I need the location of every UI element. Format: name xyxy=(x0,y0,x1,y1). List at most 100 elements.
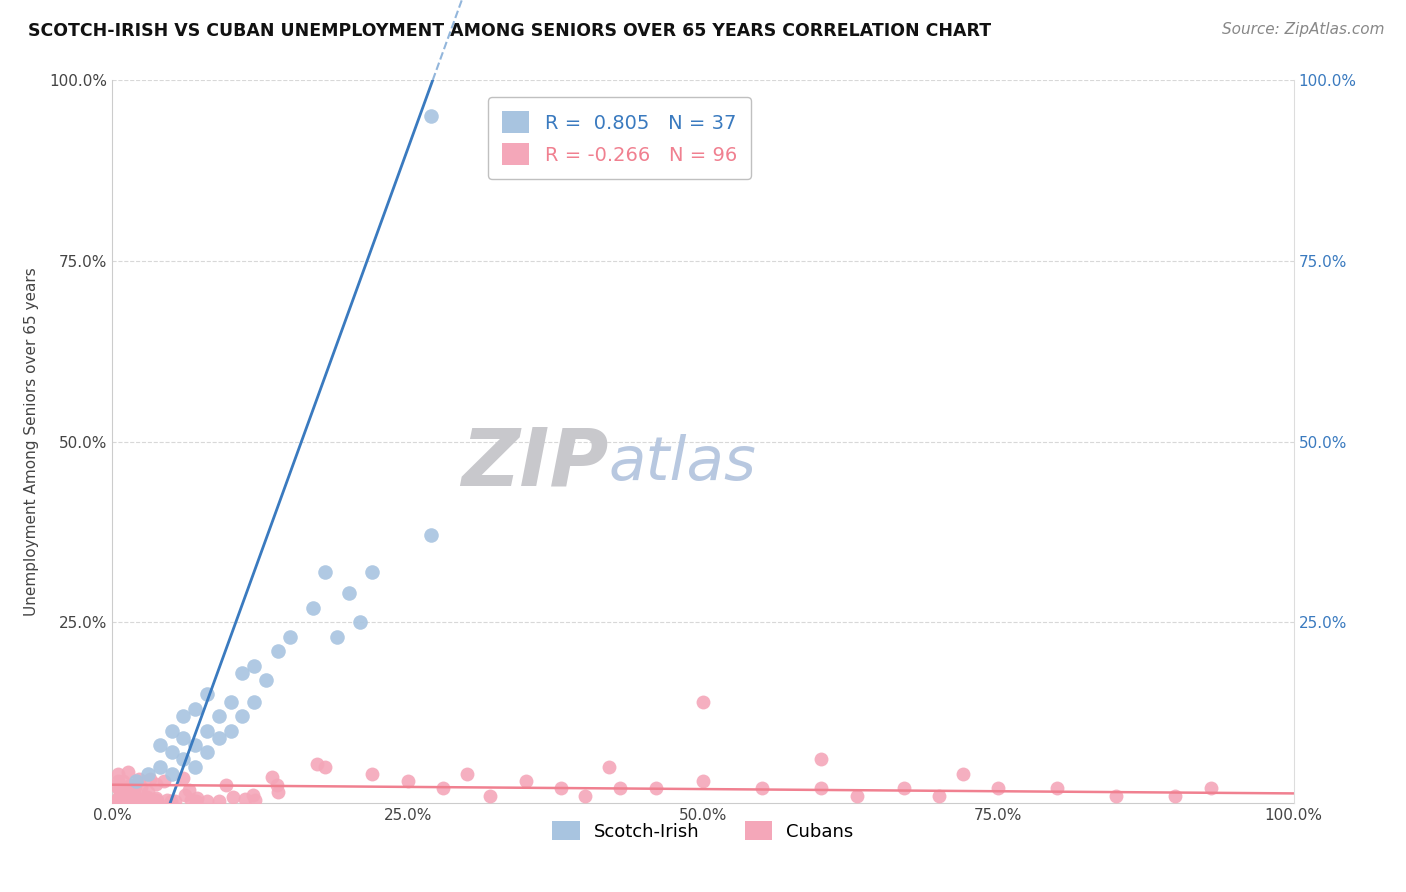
Legend: Scotch-Irish, Cubans: Scotch-Irish, Cubans xyxy=(546,814,860,848)
Point xyxy=(598,760,620,774)
Point xyxy=(195,723,218,738)
Point xyxy=(314,565,336,579)
Point xyxy=(125,789,148,804)
Point xyxy=(107,767,129,781)
Point xyxy=(254,673,277,687)
Point xyxy=(215,778,238,792)
Point xyxy=(149,760,172,774)
Point xyxy=(420,528,443,542)
Point xyxy=(692,695,714,709)
Point xyxy=(751,781,773,796)
Point xyxy=(145,791,167,805)
Text: ZIP: ZIP xyxy=(461,425,609,502)
Point xyxy=(172,731,194,745)
Point xyxy=(111,791,134,805)
Point xyxy=(124,780,146,794)
Point xyxy=(326,630,349,644)
Point xyxy=(396,774,419,789)
Point xyxy=(107,794,129,808)
Point xyxy=(1105,789,1128,803)
Point xyxy=(145,777,167,791)
Point xyxy=(118,790,141,805)
Point xyxy=(845,789,868,803)
Point xyxy=(928,789,950,803)
Point xyxy=(361,767,384,781)
Point xyxy=(120,788,142,802)
Point xyxy=(108,788,131,802)
Point xyxy=(118,789,141,803)
Point xyxy=(136,767,159,781)
Point xyxy=(242,788,264,802)
Point xyxy=(111,788,134,802)
Point xyxy=(172,752,194,766)
Point xyxy=(111,774,134,789)
Point xyxy=(184,702,207,716)
Point xyxy=(952,767,974,781)
Point xyxy=(139,772,162,786)
Point xyxy=(208,709,231,723)
Point xyxy=(118,781,141,796)
Point xyxy=(107,780,129,794)
Point xyxy=(349,615,371,630)
Point xyxy=(112,794,135,808)
Point xyxy=(118,780,141,795)
Point xyxy=(156,793,179,807)
Point xyxy=(260,770,283,784)
Point xyxy=(160,723,183,738)
Point xyxy=(122,787,145,801)
Point xyxy=(361,565,384,579)
Point xyxy=(160,745,183,759)
Point xyxy=(107,792,129,806)
Point xyxy=(107,780,129,795)
Point xyxy=(195,687,218,701)
Point xyxy=(267,785,290,799)
Point xyxy=(128,794,150,808)
Point xyxy=(117,793,139,807)
Point xyxy=(644,781,666,796)
Point xyxy=(128,772,150,786)
Point xyxy=(107,777,129,791)
Point xyxy=(145,793,167,807)
Point xyxy=(231,665,253,680)
Point xyxy=(208,794,231,808)
Point xyxy=(143,794,166,808)
Point xyxy=(177,782,200,797)
Point xyxy=(117,764,139,779)
Point xyxy=(267,644,290,658)
Point xyxy=(515,774,537,789)
Point xyxy=(111,791,134,805)
Point xyxy=(893,781,915,796)
Point xyxy=(1164,789,1187,803)
Point xyxy=(208,731,231,745)
Point xyxy=(479,789,502,803)
Point xyxy=(134,794,156,808)
Point xyxy=(266,778,288,792)
Point xyxy=(184,760,207,774)
Point xyxy=(107,774,129,789)
Point xyxy=(432,781,454,796)
Point xyxy=(456,767,478,781)
Point xyxy=(420,110,443,124)
Point xyxy=(1046,781,1069,796)
Text: Source: ZipAtlas.com: Source: ZipAtlas.com xyxy=(1222,22,1385,37)
Point xyxy=(115,785,138,799)
Point xyxy=(107,791,129,805)
Point xyxy=(609,781,631,796)
Point xyxy=(163,794,186,808)
Point xyxy=(314,760,336,774)
Point xyxy=(160,767,183,781)
Point xyxy=(172,709,194,723)
Point xyxy=(110,782,132,797)
Point xyxy=(138,791,160,805)
Point xyxy=(186,791,208,805)
Point xyxy=(219,695,242,709)
Point xyxy=(550,781,572,796)
Point xyxy=(180,793,202,807)
Point xyxy=(302,600,325,615)
Point xyxy=(122,791,145,805)
Point xyxy=(574,789,596,803)
Y-axis label: Unemployment Among Seniors over 65 years: Unemployment Among Seniors over 65 years xyxy=(24,268,38,615)
Point xyxy=(129,780,152,794)
Point xyxy=(152,773,174,788)
Point xyxy=(987,781,1010,796)
